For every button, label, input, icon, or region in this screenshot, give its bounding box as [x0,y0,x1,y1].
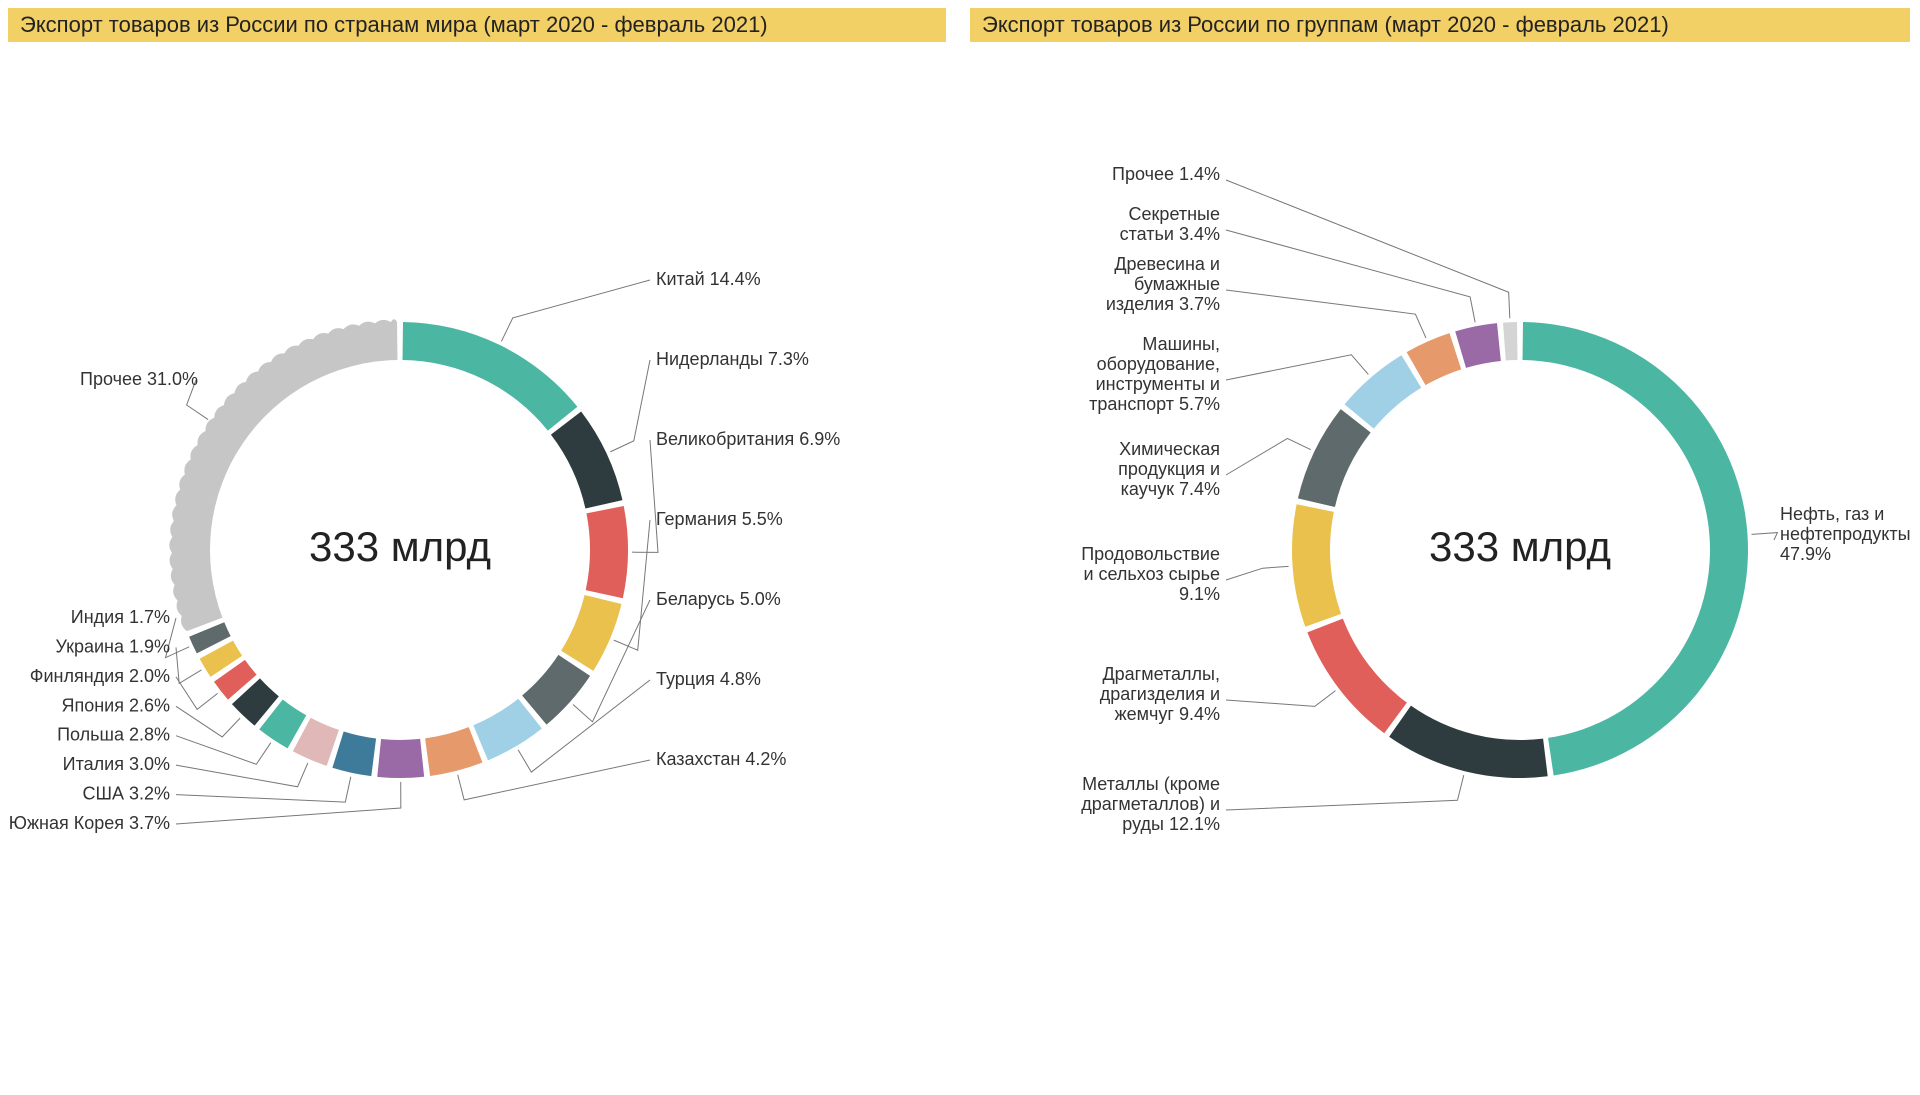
slice-label: Машины,оборудование,инструменты итранспо… [1089,334,1220,414]
leader-line [176,736,271,765]
slice-label: Нефть, газ инефтепродукты47.9% [1780,504,1911,564]
donut-center-text: 333 млрд [309,523,491,570]
donut-slice [1503,322,1518,361]
leader-line [1226,180,1510,318]
slice-label: Южная Корея 3.7% [9,813,170,833]
slice-label: Секретныестатьи 3.4% [1120,204,1220,244]
donut-slice [169,319,397,631]
slice-label: Прочее 31.0% [80,369,198,389]
leader-line [1226,775,1464,810]
donut-slice [561,595,621,671]
slice-label: Япония 2.6% [61,695,170,715]
slice-label: Украина 1.9% [55,636,170,656]
donut-slice [332,731,376,776]
slice-label: Великобритания 6.9% [656,429,840,449]
slice-label: Финляндия 2.0% [30,666,170,686]
slice-label: Польша 2.8% [57,725,170,745]
donut-slice [586,506,628,598]
leader-line [1226,230,1475,322]
slice-label: Беларусь 5.0% [656,589,781,609]
leader-line [176,782,401,824]
donut-slice [402,322,577,431]
donut-slice [1292,504,1341,626]
leader-line [1226,355,1368,380]
leader-line [458,760,650,800]
slice-label: Китай 14.4% [656,269,761,289]
slice-label: Италия 3.0% [63,754,170,774]
chart-groups: 333 млрд Нефть, газ инефтепродукты47.9% Ме… [960,60,1920,1040]
donut-slice [522,655,590,725]
leader-line [1226,691,1335,707]
chart-countries: 333 млрд Китай 14.4% Нидерланды 7.3% Велико… [0,60,960,1040]
donut-center-text: 333 млрд [1429,523,1611,570]
slice-label: Германия 5.5% [656,509,783,529]
groups-svg: 333 млрд Нефть, газ инефтепродукты47.9% Ме… [960,60,1920,1040]
page-root: Экспорт товаров из России по странам мир… [0,0,1920,1095]
donut-slice [425,727,482,776]
slice-label: Химическаяпродукция икаучук 7.4% [1118,439,1220,499]
leader-line [1226,290,1426,338]
title-right: Экспорт товаров из России по группам (ма… [970,8,1910,42]
slice-label: Турция 4.8% [656,669,761,689]
slice-label: Прочее 1.4% [1112,164,1220,184]
title-left: Экспорт товаров из России по странам мир… [8,8,946,42]
slice-label: Индия 1.7% [71,607,170,627]
leader-line [1226,566,1289,580]
countries-svg: 333 млрд Китай 14.4% Нидерланды 7.3% Велико… [0,60,960,1040]
slice-label: Казахстан 4.2% [656,749,786,769]
leader-line [1751,533,1777,540]
leader-line [632,440,658,552]
donut-slice [377,739,424,778]
leader-line [176,763,308,787]
slice-label: Продовольствиеи сельхоз сырье9.1% [1081,544,1220,604]
slice-label: Драгметаллы,драгизделия ижемчуг 9.4% [1100,664,1220,724]
donut-slice [1389,706,1548,778]
donut-slice [1307,619,1407,734]
donut-slice [551,411,623,508]
slice-label: Древесина ибумажныеизделия 3.7% [1106,254,1220,314]
slice-label: Металлы (кромедрагметаллов) ируды 12.1% [1081,774,1220,834]
leader-line [610,360,650,452]
donut-slice [473,699,542,761]
donut-slice [1298,409,1371,507]
slice-label: Нидерланды 7.3% [656,349,809,369]
donut-slice [1345,355,1422,428]
slice-label: США 3.2% [82,784,170,804]
leader-line [176,706,240,737]
donut-slice [1455,323,1501,368]
leader-line [501,280,650,341]
leader-line [1226,438,1311,475]
